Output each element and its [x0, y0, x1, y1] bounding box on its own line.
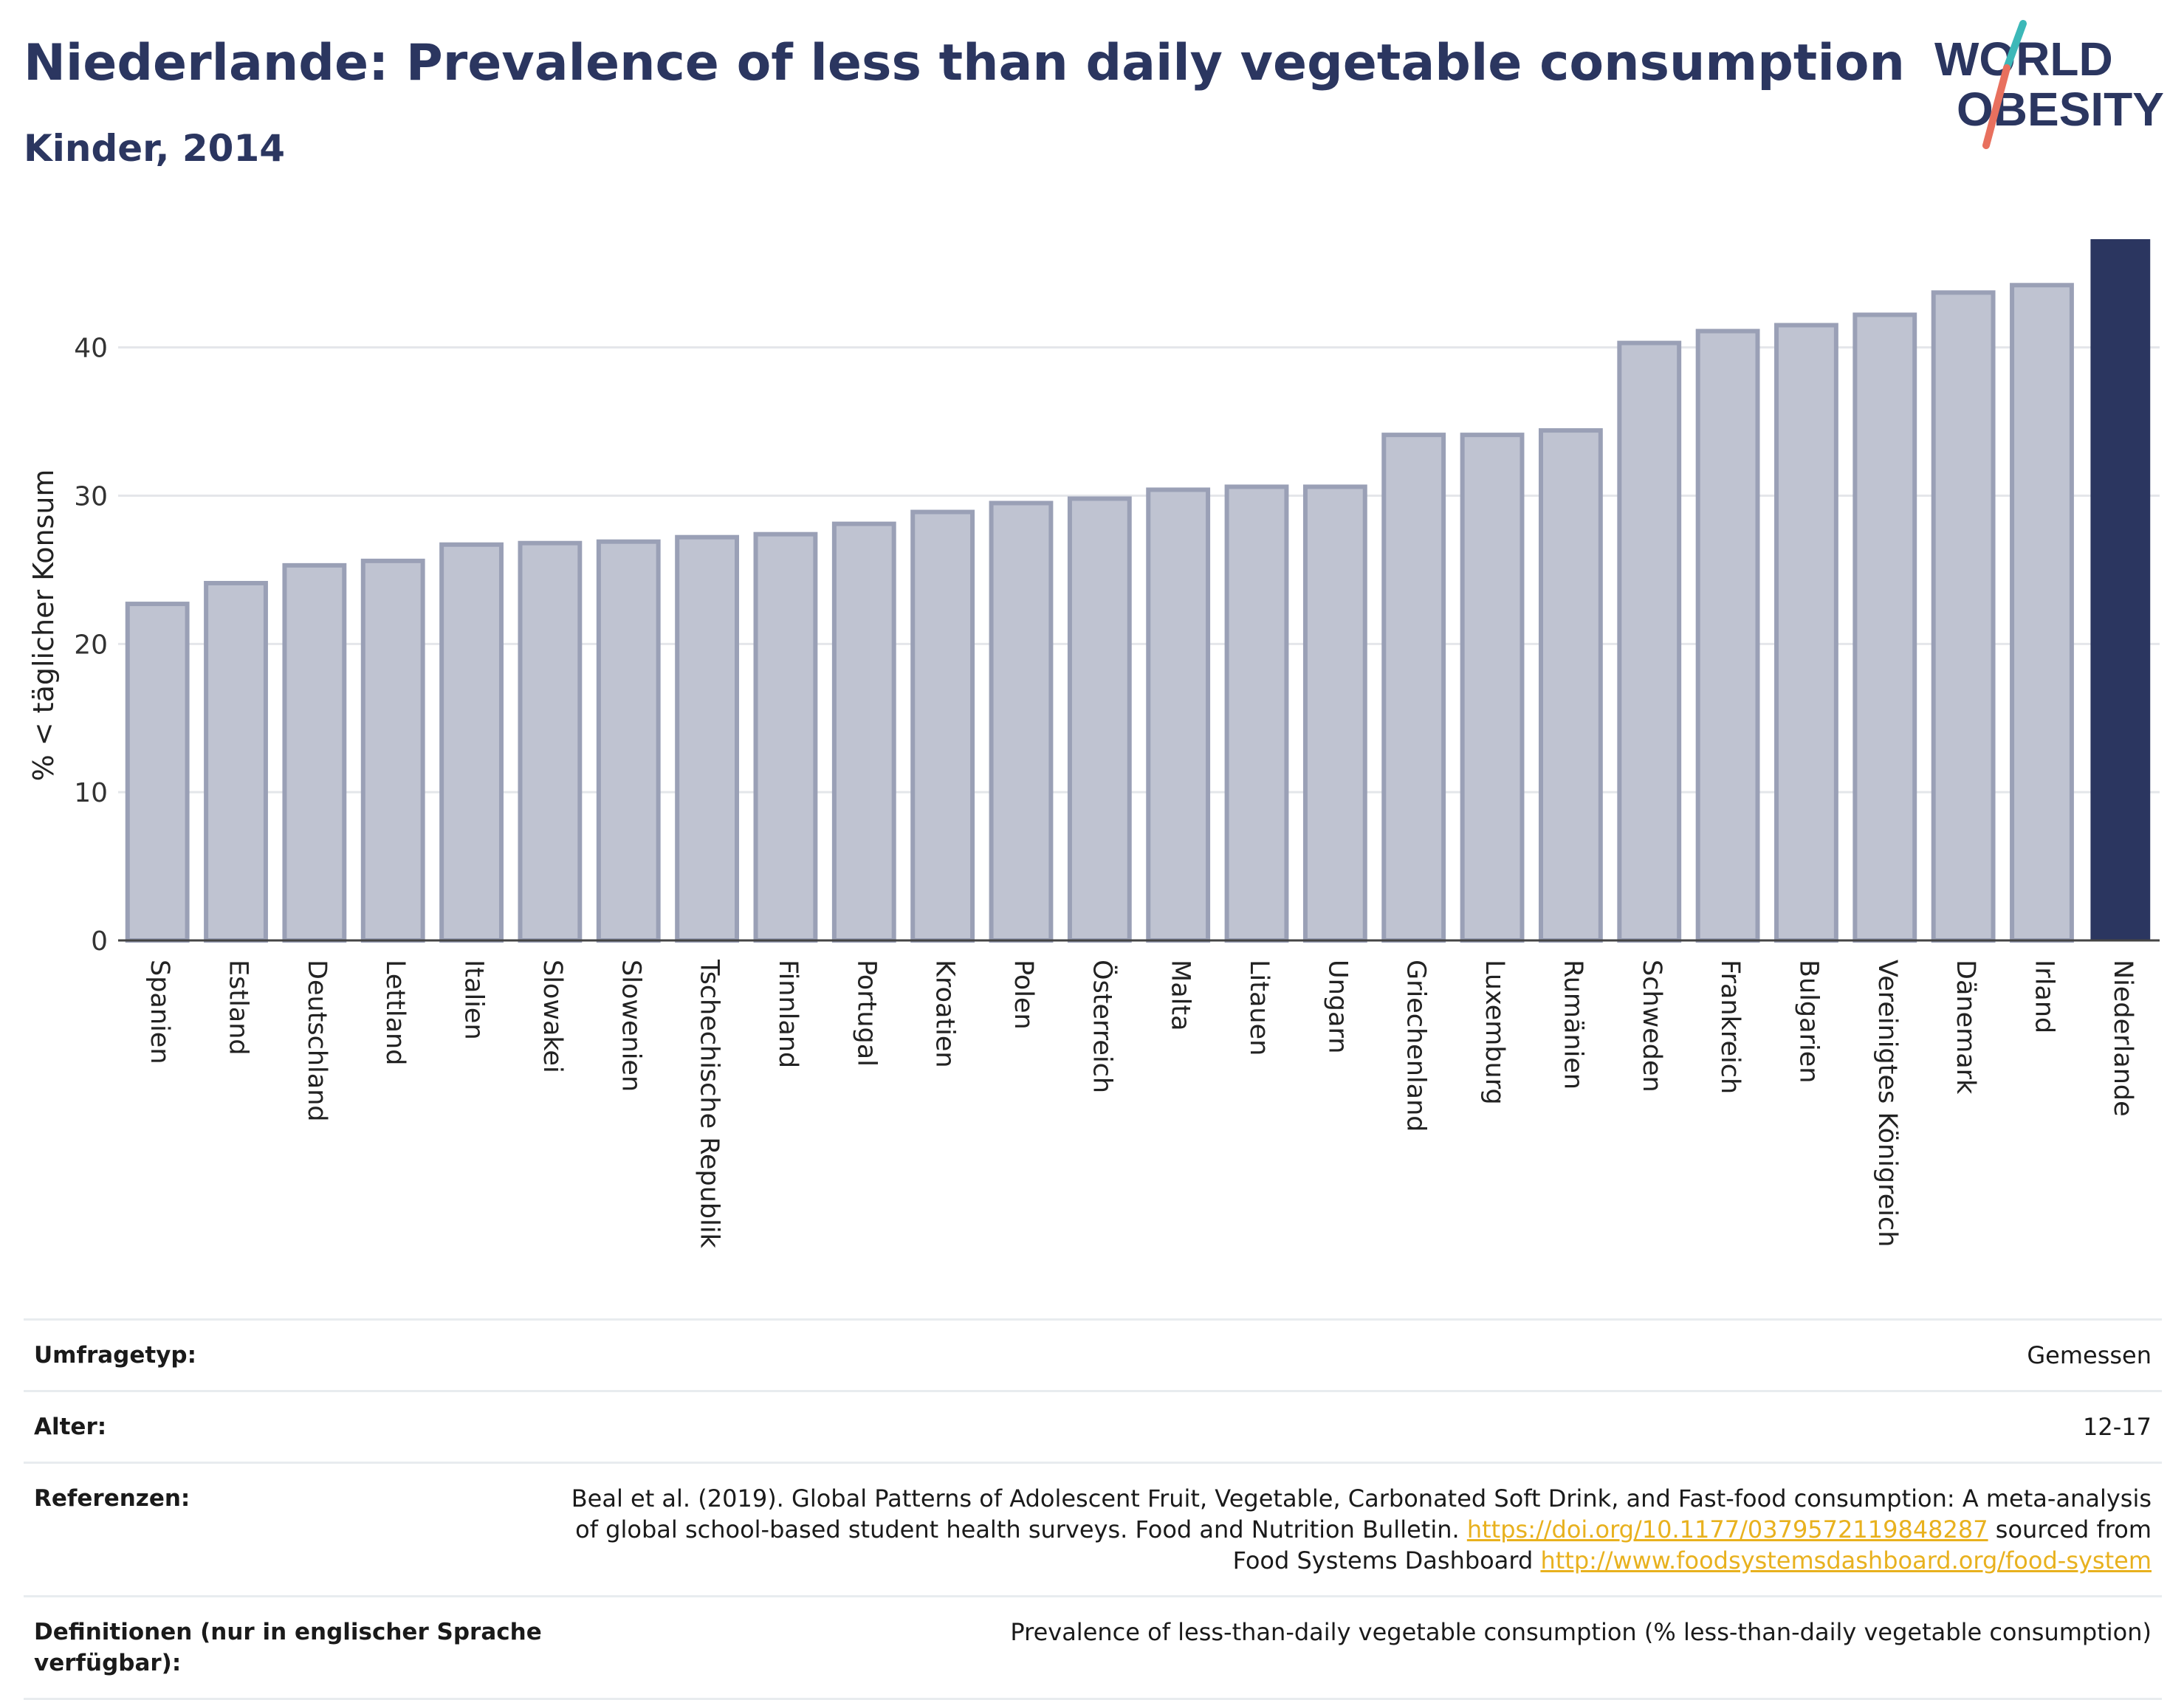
- bar: [125, 602, 190, 943]
- bar: [1460, 433, 1525, 943]
- x-tick-label: Österreich: [1087, 960, 1118, 1093]
- x-tick-label: Finnland: [773, 960, 803, 1068]
- survey-type-label: Umfragetyp:: [34, 1342, 196, 1369]
- bar: [1381, 433, 1446, 943]
- definitions-label: Definitionen (nur in englischer Sprache …: [34, 1619, 542, 1676]
- y-tick-label: 10: [74, 778, 108, 808]
- x-tick-label: Rumänien: [1558, 960, 1587, 1090]
- x-tick-label: Luxemburg: [1480, 960, 1509, 1105]
- x-tick-label: Portugal: [851, 960, 881, 1067]
- x-tick-label: Vereinigtes Königreich: [1872, 960, 1902, 1247]
- age-value: 12-17: [2083, 1413, 2152, 1441]
- x-tick-label: Litauen: [1244, 960, 1274, 1056]
- x-tick-label: Kroatien: [930, 960, 960, 1068]
- bar: [831, 521, 896, 943]
- x-tick-label: Niederlande: [2108, 960, 2137, 1117]
- x-tick-label: Italien: [459, 960, 489, 1040]
- x-tick-label: Irland: [2029, 960, 2058, 1033]
- survey-type-value: Gemessen: [2027, 1341, 2152, 1369]
- bar: [1538, 428, 1603, 943]
- y-axis-label: % < täglicher Konsum: [27, 469, 60, 782]
- logo-slash-teal: [2003, 20, 2027, 72]
- bar: [518, 540, 583, 943]
- meta-row-definitions: Definitionen (nur in englischer Sprache …: [24, 1595, 2162, 1700]
- x-tick-label: Malta: [1166, 960, 1195, 1031]
- bar: [282, 562, 347, 943]
- logo-line1: WORLD: [1934, 32, 2113, 86]
- y-tick-label: 20: [74, 630, 108, 660]
- bar: [1224, 484, 1289, 943]
- references-label: Referenzen:: [34, 1485, 190, 1512]
- y-tick-label: 40: [74, 334, 108, 364]
- bar: [1695, 328, 1760, 943]
- page-subtitle: Kinder, 2014: [24, 127, 286, 170]
- x-tick-label: Frankreich: [1715, 960, 1745, 1094]
- definitions-value: Prevalence of less-than-daily vegetable …: [1010, 1618, 2152, 1646]
- y-tick-label: 0: [91, 926, 108, 957]
- bar: [596, 539, 661, 943]
- bar: [753, 531, 818, 943]
- bar: [2090, 239, 2151, 940]
- bar: [1931, 290, 1996, 943]
- bar-layer: [125, 239, 2151, 943]
- x-tick-label: Ungarn: [1322, 960, 1352, 1053]
- metadata-table: Umfragetyp: Gemessen Alter: 12-17 Refere…: [24, 1318, 2162, 1700]
- logo-graphic: WORLD OBESITY: [1934, 20, 2164, 149]
- bar: [675, 534, 740, 943]
- bar: [989, 500, 1054, 943]
- bar: [439, 542, 504, 943]
- bar: [204, 580, 268, 943]
- world-obesity-logo: WORLD OBESITY: [1920, 16, 2171, 164]
- bar: [1852, 312, 1917, 943]
- x-tick-label: Slowenien: [616, 960, 645, 1092]
- bar: [1067, 496, 1132, 943]
- bar: [360, 558, 425, 943]
- x-tick-label: Deutschland: [302, 960, 332, 1122]
- bar-chart: 0 10 20 30 40 Spanien Estland Deutschland Lettla…: [27, 239, 2160, 1249]
- reference-text: Beal et al. (2019). Global Patterns of A…: [571, 1484, 2152, 1544]
- x-tick-label: Polen: [1009, 960, 1038, 1030]
- meta-row-age: Alter: 12-17: [24, 1390, 2162, 1462]
- meta-row-references: Referenzen: Beal et al. (2019). Global P…: [24, 1462, 2162, 1595]
- bar: [1774, 323, 1838, 943]
- bar: [2010, 283, 2074, 943]
- tick-layer: 0 10 20 30 40 Spanien Estland Deutschland Lettla…: [74, 334, 2137, 1249]
- bar: [1617, 340, 1682, 943]
- bar: [910, 509, 975, 943]
- dashboard-link[interactable]: http://www.foodsystemsdashboard.org/food…: [1540, 1546, 2152, 1575]
- doi-link[interactable]: https://doi.org/10.1177/0379572119848287: [1466, 1515, 1988, 1544]
- x-tick-label: Slowakei: [538, 960, 567, 1073]
- x-tick-label: Tschechische Republik: [695, 959, 724, 1249]
- chart-svg: 0 10 20 30 40 Spanien Estland Deutschland Lettla…: [27, 239, 2160, 1249]
- x-tick-label: Dänemark: [1951, 960, 1980, 1095]
- x-tick-label: Spanien: [145, 960, 174, 1064]
- x-tick-label: Estland: [224, 960, 253, 1056]
- x-tick-label: Lettland: [380, 960, 410, 1065]
- x-tick-label: Griechenland: [1401, 960, 1431, 1132]
- x-tick-label: Bulgarien: [1793, 960, 1823, 1083]
- page-title: Niederlande: Prevalence of less than dai…: [24, 34, 1905, 92]
- reference-source-text: sourced from Food Systems Dashboard: [1232, 1515, 2152, 1575]
- bar: [1146, 487, 1211, 943]
- references-value: Beal et al. (2019). Global Patterns of A…: [566, 1483, 2152, 1576]
- y-tick-label: 30: [74, 481, 108, 512]
- age-label: Alter:: [34, 1414, 107, 1440]
- meta-row-survey: Umfragetyp: Gemessen: [24, 1318, 2162, 1390]
- logo-slash-coral: [1982, 64, 2010, 149]
- x-tick-label: Schweden: [1637, 960, 1666, 1092]
- bar: [1302, 484, 1367, 943]
